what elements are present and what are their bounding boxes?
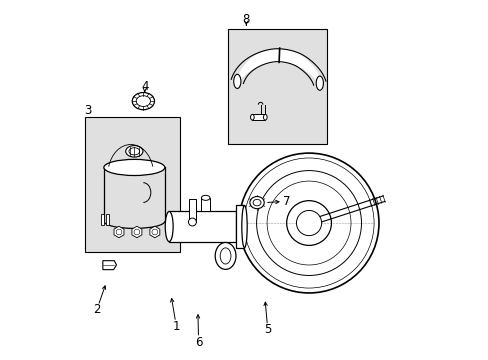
- Bar: [188, 199, 196, 222]
- Ellipse shape: [103, 159, 164, 176]
- Bar: [235, 206, 244, 248]
- Ellipse shape: [125, 145, 142, 157]
- Bar: [106, 214, 109, 225]
- Ellipse shape: [241, 206, 247, 248]
- Bar: [228, 30, 326, 144]
- Ellipse shape: [233, 74, 241, 89]
- Ellipse shape: [215, 243, 236, 269]
- Text: 8: 8: [242, 13, 249, 26]
- Ellipse shape: [316, 76, 323, 90]
- Ellipse shape: [165, 211, 173, 242]
- Ellipse shape: [201, 195, 209, 201]
- Ellipse shape: [136, 96, 150, 107]
- Circle shape: [296, 211, 321, 236]
- Bar: [101, 214, 104, 225]
- Ellipse shape: [132, 93, 154, 110]
- Text: 2: 2: [93, 303, 101, 316]
- Text: 6: 6: [194, 336, 202, 348]
- Circle shape: [134, 229, 140, 235]
- Text: 5: 5: [264, 323, 271, 336]
- Text: 7: 7: [283, 195, 290, 208]
- Text: 4: 4: [141, 80, 148, 93]
- Bar: [169, 211, 235, 242]
- Ellipse shape: [263, 114, 266, 120]
- Ellipse shape: [220, 248, 230, 264]
- Bar: [201, 198, 209, 211]
- Ellipse shape: [250, 114, 254, 120]
- Ellipse shape: [129, 148, 140, 155]
- Circle shape: [286, 201, 331, 246]
- Circle shape: [239, 153, 378, 293]
- Ellipse shape: [249, 197, 264, 209]
- Bar: [85, 117, 180, 252]
- Ellipse shape: [188, 218, 196, 226]
- Polygon shape: [102, 261, 116, 270]
- Text: 3: 3: [83, 104, 91, 117]
- Bar: [252, 114, 265, 120]
- Circle shape: [116, 229, 122, 235]
- Circle shape: [152, 229, 158, 235]
- Ellipse shape: [253, 199, 261, 206]
- Text: 1: 1: [172, 320, 180, 333]
